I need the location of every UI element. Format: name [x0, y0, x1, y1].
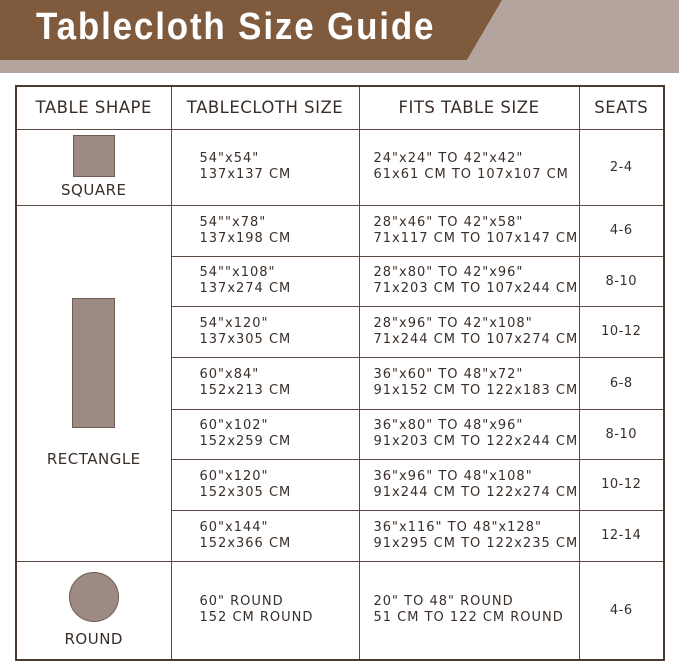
seats-cell: 2-4	[578, 128, 665, 206]
fits-inches: 28"x46" TO 42"x58"	[373, 214, 524, 230]
fits-cm: 91x295 CM TO 122x235 CM	[373, 535, 579, 551]
shape-cell-square: SQUARE	[15, 128, 172, 206]
fits-inches: 36"x96" TO 48"x108"	[373, 468, 533, 484]
seats-cell: 8-10	[578, 255, 665, 307]
fits-cm: 71x244 CM TO 107x274 CM	[373, 331, 579, 347]
size-cell: 60" ROUND 152 CM ROUND	[170, 560, 360, 661]
fits-cell: 36"x96" TO 48"x108" 91x244 CM TO 122x274 …	[358, 458, 580, 511]
size-cell: 54""x78" 137x198 CM	[170, 204, 360, 257]
fits-inches: 36"x60" TO 48"x72"	[373, 367, 524, 382]
table-row: 60"x144" 152x366 CM 36"x116" TO 48"x128" 9…	[16, 509, 665, 562]
square-shape-icon	[72, 135, 115, 177]
size-inches: 54""x108"	[199, 265, 276, 280]
shape-label: SQUARE	[61, 181, 127, 199]
size-cell: 60"x84" 152x213 CM	[170, 356, 360, 410]
shape-cell-round: ROUND	[15, 560, 172, 661]
fits-cm: 51 CM TO 122 CM ROUND	[373, 610, 564, 626]
fits-inches: 24"x24" TO 42"x42"	[373, 151, 524, 166]
size-cell: 54"x120" 137x305 CM	[170, 305, 360, 358]
size-cell: 60"x144" 152x366 CM	[170, 509, 360, 562]
fits-cm: 71x203 CM TO 107x244 CM	[373, 281, 579, 296]
seats-cell: 6-8	[578, 356, 665, 410]
fits-inches: 36"x80" TO 48"x96"	[373, 418, 524, 433]
table-row: 60"x84" 152x213 CM 36"x60" TO 48"x72" 91x1…	[16, 356, 665, 410]
fits-cm: 91x203 CM TO 122x244 CM	[373, 434, 579, 449]
seats-cell: 10-12	[578, 458, 665, 511]
size-inches: 60"x102"	[199, 418, 269, 433]
table-row: 60"x120" 152x305 CM 36"x96" TO 48"x108" 91…	[16, 458, 665, 511]
size-cm: 152 CM ROUND	[199, 610, 314, 626]
table-row: RECTANGLE 54""x78" 137x198 CM 28"x46" TO …	[15, 204, 665, 562]
size-cm: 137x274 CM	[199, 281, 292, 296]
size-inches: 60" ROUND	[199, 594, 284, 610]
rectangle-shape-icon	[72, 298, 116, 428]
table-row: SQUARE 54"x54" 137x137 CM 24"x24" TO 42"x…	[15, 128, 665, 206]
header-seats: SEATS	[578, 85, 665, 130]
title-banner	[0, 0, 502, 60]
fits-inches: 20" TO 48" ROUND	[373, 594, 514, 610]
size-guide-table: TABLE SHAPE TABLECLOTH SIZE FITS TABLE S…	[15, 85, 665, 661]
size-cm: 137x198 CM	[199, 230, 292, 246]
header-tablecloth-size: TABLECLOTH SIZE	[170, 85, 360, 130]
size-cm: 137x137 CM	[199, 167, 292, 182]
size-inches: 60"x120"	[199, 468, 269, 484]
fits-cm: 71x117 CM TO 107x147 CM	[373, 230, 579, 246]
size-cm: 152x366 CM	[199, 535, 292, 551]
seats-cell: 4-6	[578, 204, 665, 257]
page-title: Tablecloth Size Guide	[36, 6, 436, 48]
size-inches: 54"x54"	[199, 151, 260, 166]
shape-cell-rectangle: RECTANGLE	[15, 204, 172, 562]
size-cell: 54""x108" 137x274 CM	[170, 255, 360, 307]
fits-cell: 36"x80" TO 48"x96" 91x203 CM TO 122x244 C…	[358, 408, 580, 460]
fits-cell: 20" TO 48" ROUND 51 CM TO 122 CM ROUND	[358, 560, 580, 661]
size-cell: 54"x54" 137x137 CM	[170, 128, 360, 206]
header-fits-table-size: FITS TABLE SIZE	[358, 85, 580, 130]
size-inches: 54"x120"	[199, 315, 269, 331]
size-cm: 152x259 CM	[199, 434, 292, 449]
fits-cell: 28"x80" TO 42"x96" 71x203 CM TO 107x244 C…	[358, 255, 580, 307]
fits-inches: 28"x80" TO 42"x96"	[373, 265, 524, 280]
table-header-row: TABLE SHAPE TABLECLOTH SIZE FITS TABLE S…	[15, 85, 665, 130]
table-row: 54"x120" 137x305 CM 28"x96" TO 42"x108" 71…	[16, 305, 665, 358]
fits-cell: 36"x116" TO 48"x128" 91x295 CM TO 122x235…	[358, 509, 580, 562]
size-inches: 60"x84"	[199, 367, 260, 382]
seats-cell: 4-6	[578, 560, 665, 661]
shape-label: RECTANGLE	[46, 450, 141, 468]
size-inches: 54""x78"	[199, 214, 267, 230]
fits-inches: 36"x116" TO 48"x128"	[373, 519, 542, 535]
fits-cell: 28"x46" TO 42"x58" 71x117 CM TO 107x147 C…	[358, 204, 580, 257]
table-row: 60"x102" 152x259 CM 36"x80" TO 48"x96" 91x…	[16, 408, 665, 460]
table-row: ROUND 60" ROUND 152 CM ROUND 20" TO 48" R…	[15, 560, 665, 661]
size-cell: 60"x120" 152x305 CM	[170, 458, 360, 511]
seats-cell: 12-14	[578, 509, 665, 562]
fits-cell: 36"x60" TO 48"x72" 91x152 CM TO 122x183 C…	[358, 356, 580, 410]
size-cm: 152x213 CM	[199, 383, 292, 398]
fits-cell: 24"x24" TO 42"x42" 61x61 CM TO 107x107 CM	[358, 128, 580, 206]
seats-cell: 8-10	[578, 408, 665, 460]
fits-cell: 28"x96" TO 42"x108" 71x244 CM TO 107x274 …	[358, 305, 580, 358]
header-table-shape: TABLE SHAPE	[15, 85, 172, 130]
size-cm: 152x305 CM	[199, 484, 292, 500]
round-shape-icon	[68, 572, 119, 623]
fits-cm: 91x244 CM TO 122x274 CM	[373, 484, 579, 500]
seats-cell: 10-12	[578, 305, 665, 358]
fits-cm: 61x61 CM TO 107x107 CM	[373, 167, 569, 182]
shape-label: ROUND	[64, 630, 123, 649]
fits-cm: 91x152 CM TO 122x183 CM	[373, 383, 579, 398]
fits-inches: 28"x96" TO 42"x108"	[373, 315, 533, 331]
size-inches: 60"x144"	[199, 519, 269, 535]
size-cell: 60"x102" 152x259 CM	[170, 408, 360, 460]
table-row: 54""x108" 137x274 CM 28"x80" TO 42"x96" 71…	[16, 255, 665, 307]
size-cm: 137x305 CM	[199, 331, 292, 347]
